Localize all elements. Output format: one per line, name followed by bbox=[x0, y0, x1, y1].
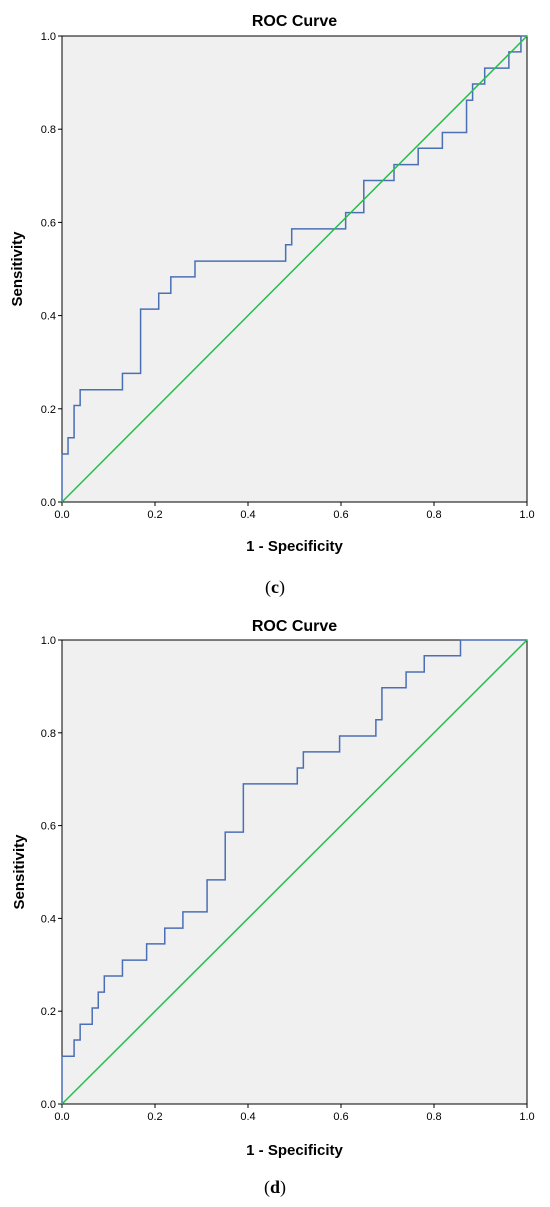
y-axis-label: Sensitivity bbox=[11, 834, 28, 910]
x-tick-label: 0.0 bbox=[54, 509, 69, 521]
reference-line bbox=[61, 639, 528, 1105]
panel-caption: (c) bbox=[265, 577, 285, 598]
roc-panel-c: 0.0 0.2 0.4 0.6 0.8 1.0 0.0 0.2 0.4 0.6 0.8 1.0 ROC… bbox=[0, 0, 550, 603]
x-tick-label: 0.4 bbox=[240, 509, 255, 521]
x-tick-label: 0.0 bbox=[54, 1111, 69, 1123]
roc-chart-d: 0.0 0.2 0.4 0.6 0.8 1.0 0.0 0.2 0.4 0.6 0.8 1.0 ROC… bbox=[11, 618, 535, 1198]
y-tick-label: 0.8 bbox=[41, 124, 56, 136]
y-tick-label: 0.6 bbox=[41, 217, 56, 229]
axis-ticks: 0.0 0.2 0.4 0.6 0.8 1.0 0.0 0.2 0.4 0.6 0.8 1.0 bbox=[41, 31, 535, 521]
roc-curve-line bbox=[61, 639, 527, 1104]
x-tick-label: 0.4 bbox=[240, 1111, 255, 1123]
panel-caption: (d) bbox=[264, 1177, 286, 1198]
y-tick-label: 0.4 bbox=[41, 311, 56, 323]
y-tick-label: 1.0 bbox=[41, 635, 56, 647]
x-tick-label: 0.8 bbox=[426, 1111, 441, 1123]
series-layer bbox=[61, 35, 528, 503]
roc-chart-c: 0.0 0.2 0.4 0.6 0.8 1.0 0.0 0.2 0.4 0.6 0.8 1.0 ROC… bbox=[9, 13, 535, 598]
y-tick-label: 0.8 bbox=[41, 728, 56, 740]
x-tick-label: 1.0 bbox=[519, 1111, 534, 1123]
y-tick-label: 0.2 bbox=[41, 1006, 56, 1018]
y-tick-label: 0.4 bbox=[41, 913, 56, 925]
chart-title: ROC Curve bbox=[252, 618, 337, 635]
axis-ticks: 0.0 0.2 0.4 0.6 0.8 1.0 0.0 0.2 0.4 0.6 0.8 1.0 bbox=[41, 635, 535, 1123]
y-tick-label: 0.6 bbox=[41, 821, 56, 833]
x-tick-label: 0.8 bbox=[426, 509, 441, 521]
x-axis-label: 1 - Specificity bbox=[246, 538, 343, 555]
reference-line bbox=[61, 35, 528, 503]
x-tick-label: 0.6 bbox=[333, 1111, 348, 1123]
y-tick-label: 0.0 bbox=[41, 1099, 56, 1111]
chart-title: ROC Curve bbox=[252, 13, 337, 30]
x-tick-label: 0.6 bbox=[333, 509, 348, 521]
y-tick-label: 0.0 bbox=[41, 497, 56, 509]
y-tick-label: 1.0 bbox=[41, 31, 56, 43]
x-tick-label: 1.0 bbox=[519, 509, 534, 521]
x-tick-label: 0.2 bbox=[147, 1111, 162, 1123]
roc-panel-d: 0.0 0.2 0.4 0.6 0.8 1.0 0.0 0.2 0.4 0.6 0.8 1.0 ROC… bbox=[0, 603, 550, 1207]
roc-curve-line bbox=[61, 35, 527, 502]
x-axis-label: 1 - Specificity bbox=[246, 1142, 343, 1159]
x-tick-label: 0.2 bbox=[147, 509, 162, 521]
y-tick-label: 0.2 bbox=[41, 404, 56, 416]
y-axis-label: Sensitivity bbox=[9, 231, 26, 307]
series-layer bbox=[61, 639, 528, 1105]
